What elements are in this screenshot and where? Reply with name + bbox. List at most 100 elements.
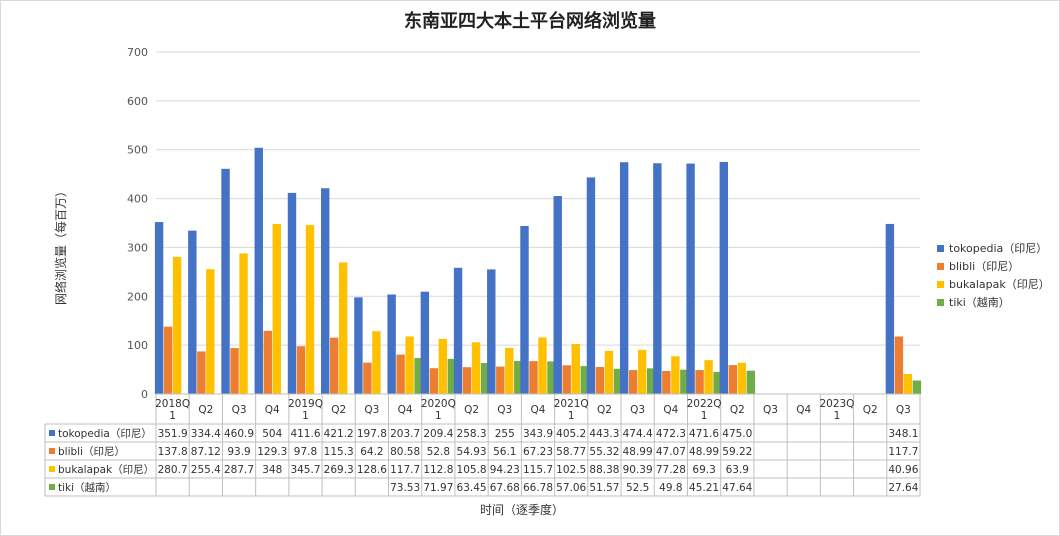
bar bbox=[320, 188, 330, 394]
data-label: 209.4 bbox=[423, 428, 453, 440]
data-label: 64.2 bbox=[360, 446, 383, 458]
data-label: 49.8 bbox=[659, 482, 682, 494]
data-label: 258.3 bbox=[457, 428, 487, 440]
y-tick-label: 200 bbox=[127, 290, 148, 303]
y-tick-label: 400 bbox=[127, 193, 148, 206]
x-tick-label: 1 bbox=[568, 410, 575, 422]
data-label: 421.2 bbox=[324, 428, 354, 440]
x-tick-label: 2019Q bbox=[288, 398, 323, 410]
bar bbox=[604, 350, 614, 394]
bar bbox=[405, 336, 414, 394]
data-label: 90.39 bbox=[623, 464, 653, 476]
bar bbox=[197, 351, 206, 394]
data-label: 334.4 bbox=[191, 428, 221, 440]
x-tick-label: 2023Q bbox=[819, 398, 854, 410]
legend-entry: tiki（越南） bbox=[949, 295, 1010, 309]
bar bbox=[471, 342, 481, 394]
bar bbox=[420, 291, 430, 394]
legend-swatch bbox=[937, 299, 944, 306]
x-tick-label: 1 bbox=[302, 410, 309, 422]
y-tick-label: 0 bbox=[141, 388, 148, 401]
data-label: 57.06 bbox=[556, 482, 586, 494]
bar bbox=[230, 348, 239, 394]
data-label: 471.6 bbox=[689, 428, 719, 440]
bar bbox=[680, 369, 689, 394]
bar bbox=[254, 147, 263, 394]
bar bbox=[562, 365, 571, 394]
bar bbox=[414, 358, 423, 394]
bar bbox=[438, 338, 448, 394]
data-label: 443.3 bbox=[589, 428, 619, 440]
legend-swatch bbox=[937, 263, 944, 270]
legend-swatch bbox=[937, 281, 944, 288]
data-label: 88.38 bbox=[589, 464, 619, 476]
data-label: 137.8 bbox=[158, 446, 188, 458]
bar bbox=[206, 269, 215, 394]
data-label: 66.78 bbox=[523, 482, 553, 494]
bar bbox=[239, 253, 248, 394]
data-label: 77.28 bbox=[656, 464, 686, 476]
data-label: 102.5 bbox=[556, 464, 586, 476]
x-tick-label: Q2 bbox=[331, 404, 346, 416]
x-tick-label: 1 bbox=[169, 410, 176, 422]
x-tick-label: Q2 bbox=[464, 404, 479, 416]
bar bbox=[287, 192, 297, 394]
table-legend-key bbox=[49, 448, 55, 454]
table-series-name: blibli（印尼） bbox=[58, 446, 125, 458]
y-axis-label: 网络浏览量（每百万） bbox=[53, 185, 68, 305]
data-label: 117.7 bbox=[888, 446, 918, 458]
y-tick-label: 300 bbox=[127, 241, 148, 254]
bar bbox=[372, 331, 381, 394]
legend-entry: tokopedia（印尼） bbox=[949, 242, 1047, 255]
table-series-name: tokopedia（印尼） bbox=[58, 428, 152, 440]
bar bbox=[429, 368, 439, 394]
data-label: 115.7 bbox=[523, 464, 553, 476]
data-label: 63.45 bbox=[457, 482, 487, 494]
bar bbox=[586, 177, 596, 394]
legend-swatch bbox=[937, 245, 944, 252]
bar bbox=[662, 371, 671, 394]
data-label: 343.9 bbox=[523, 428, 553, 440]
bar bbox=[529, 361, 538, 394]
data-label: 460.9 bbox=[224, 428, 254, 440]
bar bbox=[719, 161, 729, 394]
x-tick-label: Q4 bbox=[663, 404, 678, 416]
data-label: 115.3 bbox=[324, 446, 354, 458]
bar bbox=[496, 366, 505, 394]
data-label: 117.7 bbox=[390, 464, 420, 476]
data-label: 55.32 bbox=[589, 446, 619, 458]
bars bbox=[154, 147, 922, 394]
bar bbox=[154, 222, 164, 394]
x-tick-label: 2018Q bbox=[155, 398, 190, 410]
data-label: 93.9 bbox=[227, 446, 250, 458]
data-label: 345.7 bbox=[290, 464, 320, 476]
x-tick-label: Q2 bbox=[597, 404, 612, 416]
bar bbox=[595, 366, 605, 394]
data-label: 80.58 bbox=[390, 446, 420, 458]
bar bbox=[713, 371, 722, 394]
data-label: 280.7 bbox=[158, 464, 188, 476]
data-label: 67.23 bbox=[523, 446, 553, 458]
table-legend-key bbox=[49, 430, 55, 436]
data-label: 97.8 bbox=[294, 446, 317, 458]
table-legend-key bbox=[49, 484, 55, 490]
bar bbox=[487, 269, 496, 394]
y-tick-label: 500 bbox=[127, 144, 148, 157]
bar bbox=[671, 356, 680, 394]
bar bbox=[172, 256, 182, 394]
bar bbox=[547, 361, 556, 394]
data-label: 27.64 bbox=[888, 482, 918, 494]
bar bbox=[885, 223, 895, 394]
data-label: 411.6 bbox=[290, 428, 320, 440]
data-label: 87.12 bbox=[191, 446, 221, 458]
data-label: 348 bbox=[262, 464, 282, 476]
bar bbox=[453, 267, 463, 394]
table-legend-key bbox=[49, 466, 55, 472]
bar bbox=[363, 362, 372, 394]
bar bbox=[637, 349, 647, 394]
bar bbox=[480, 363, 490, 394]
x-tick-label: Q3 bbox=[497, 404, 512, 416]
data-label: 197.8 bbox=[357, 428, 387, 440]
bar bbox=[329, 337, 339, 394]
data-label: 112.8 bbox=[423, 464, 453, 476]
